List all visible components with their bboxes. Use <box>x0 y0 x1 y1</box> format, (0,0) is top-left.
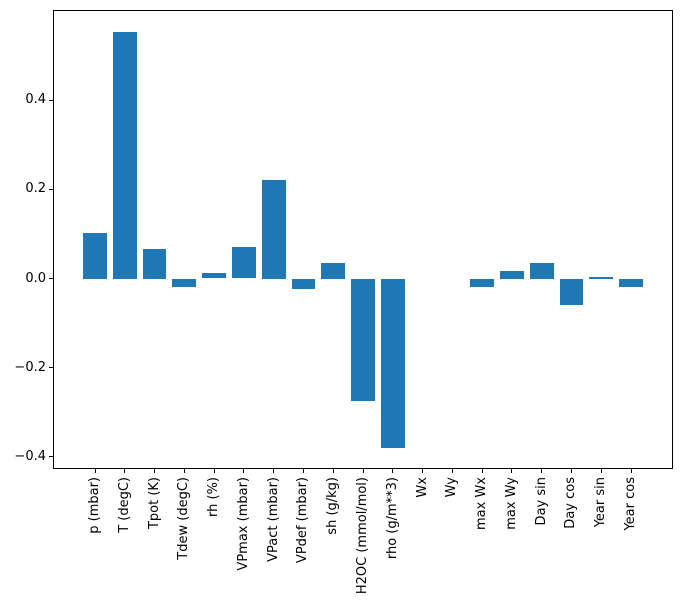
x-axis-tick-label-anchor: sh (g/kg) <box>325 477 341 535</box>
x-axis-tick <box>481 469 483 473</box>
x-axis-tick-label-anchor: T (degC) <box>117 477 133 533</box>
bar-tdew-degc <box>172 278 197 287</box>
x-axis-tick-label: T (degC) <box>116 477 132 533</box>
x-axis-tick-label: Day cos <box>563 477 579 529</box>
bar-rh <box>202 272 226 279</box>
bar-max-wx <box>470 278 494 287</box>
x-axis-tick-label: rho (g/m**3) <box>384 477 400 560</box>
x-axis-tick-label-anchor: Year cos <box>623 477 639 531</box>
bar-h2oc-mmol-mol <box>351 278 375 402</box>
x-axis-tick <box>392 469 394 473</box>
x-axis-tick-label-anchor: rh (%) <box>206 477 222 517</box>
x-axis-tick <box>570 469 572 473</box>
x-axis-tick-label: Year cos <box>623 477 638 531</box>
x-axis-tick-label: VPmax (mbar) <box>235 477 251 571</box>
x-axis-tick-label: p (mbar) <box>87 477 102 534</box>
y-axis-tick <box>49 99 53 101</box>
x-axis-tick <box>451 469 453 473</box>
x-axis-tick-label-anchor: max Wx <box>474 477 490 530</box>
x-axis-tick-label-anchor: Wy <box>444 477 460 497</box>
x-axis-tick-label-anchor: Year sin <box>593 477 609 527</box>
x-axis-tick-label-anchor: H2OC (mmol/mol) <box>355 477 371 594</box>
x-axis-tick-label: rh (%) <box>206 477 222 517</box>
x-axis-tick <box>332 469 334 473</box>
x-axis-tick <box>422 469 424 473</box>
x-axis-tick-label: Tdew (degC) <box>176 477 192 560</box>
x-axis-tick-label: Wy <box>444 477 460 498</box>
x-axis-tick-label: Day sin <box>533 477 549 526</box>
x-axis-tick-label-anchor: Day cos <box>563 477 579 529</box>
y-axis-tick-label: −0.4 <box>14 448 46 464</box>
bar-rho-g-m-3 <box>380 278 405 449</box>
x-axis-tick-label-anchor: p (mbar) <box>87 477 103 534</box>
bar-day-cos <box>559 278 584 306</box>
x-axis-tick <box>362 469 364 473</box>
x-axis-tick <box>94 469 96 473</box>
x-axis-tick <box>511 469 513 473</box>
x-axis-tick-label: Year sin <box>593 477 609 528</box>
y-axis-tick <box>49 278 53 279</box>
x-axis-tick <box>243 469 245 473</box>
x-axis-tick-label: max Wy <box>503 477 519 530</box>
bar-p-mbar <box>83 233 107 279</box>
x-axis-tick-label: VPdef (mbar) <box>295 477 311 564</box>
y-axis-tick-label: −0.2 <box>14 359 46 375</box>
y-axis-tick <box>49 456 53 458</box>
x-axis-tick-label-anchor: VPact (mbar) <box>266 477 282 562</box>
bar-year-sin <box>589 277 614 279</box>
x-axis-tick <box>600 469 602 473</box>
bar-sh-g-kg <box>321 262 346 279</box>
y-axis-tick-label: 0.0 <box>25 270 46 286</box>
x-axis-tick-label-anchor: rho (g/m**3) <box>385 477 401 559</box>
x-axis-tick-label: H2OC (mmol/mol) <box>355 477 370 595</box>
bar-max-wy <box>499 270 524 279</box>
bar-vpmax-mbar <box>231 246 256 279</box>
y-axis-tick <box>49 188 53 190</box>
bar-day-sin <box>529 262 554 279</box>
y-axis-tick <box>49 367 53 369</box>
x-axis-tick <box>124 469 126 473</box>
x-axis-tick-label-anchor: Wx <box>415 477 431 498</box>
x-axis-tick <box>183 469 185 473</box>
x-axis-tick-label: Wx <box>414 477 430 498</box>
bar-year-cos <box>619 278 643 287</box>
x-axis-tick-label-anchor: Tpot (K) <box>147 477 163 529</box>
x-axis-tick-label-anchor: Day sin <box>534 477 550 525</box>
x-axis-tick-label: max Wx <box>474 477 490 531</box>
bar-tpot-k <box>142 249 167 279</box>
bar-vpdef-mbar <box>291 278 316 290</box>
x-axis-tick-label: sh (g/kg) <box>325 477 341 535</box>
x-axis-tick-label-anchor: Tdew (degC) <box>176 477 192 560</box>
x-axis-tick-label: VPact (mbar) <box>265 477 281 562</box>
x-axis-tick <box>541 469 543 473</box>
x-axis-tick-label-anchor: VPdef (mbar) <box>295 477 311 563</box>
y-axis-tick-label: 0.2 <box>25 181 46 197</box>
x-axis-tick <box>154 469 156 473</box>
x-axis-tick <box>273 469 275 473</box>
bar-t-degc <box>112 31 137 279</box>
x-axis-tick-label: Tpot (K) <box>146 477 162 530</box>
x-axis-tick <box>630 469 632 473</box>
bar-vpact-mbar <box>261 179 286 279</box>
y-axis-tick-label: 0.4 <box>25 92 46 108</box>
x-axis-tick-label-anchor: VPmax (mbar) <box>236 477 252 571</box>
x-axis-tick-label-anchor: max Wy <box>504 477 520 530</box>
x-axis-tick <box>302 469 304 473</box>
x-axis-tick <box>213 469 215 473</box>
plot-area <box>49 10 673 473</box>
